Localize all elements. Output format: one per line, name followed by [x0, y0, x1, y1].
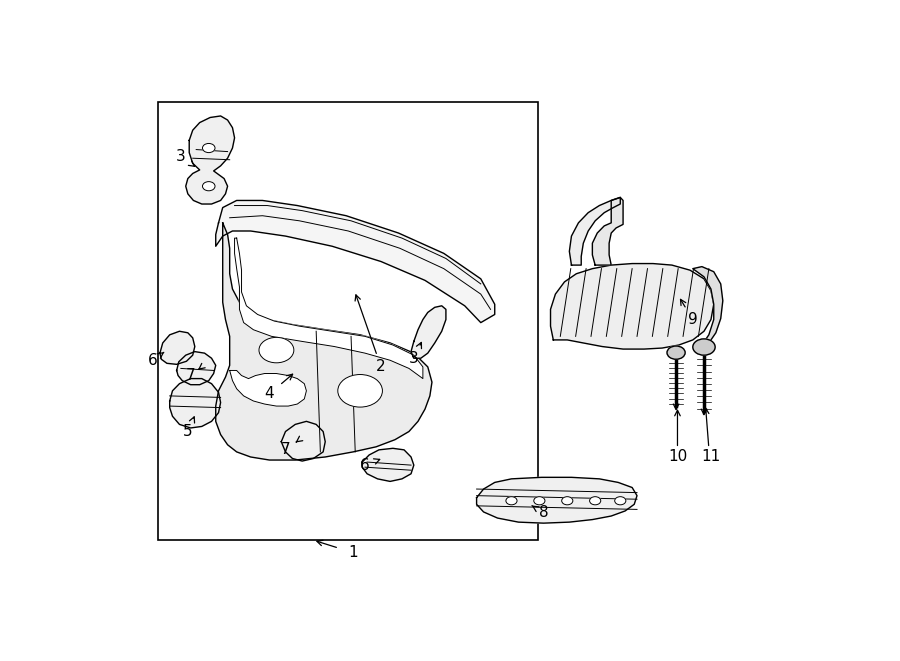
Text: 5: 5: [183, 424, 193, 439]
Polygon shape: [185, 116, 235, 204]
Text: 4: 4: [265, 387, 274, 401]
Bar: [158, 102, 538, 540]
Polygon shape: [235, 238, 423, 379]
Circle shape: [506, 496, 517, 505]
Polygon shape: [160, 331, 194, 364]
Polygon shape: [570, 198, 620, 265]
Text: 2: 2: [376, 360, 386, 374]
Circle shape: [259, 337, 293, 363]
Circle shape: [667, 346, 685, 359]
Polygon shape: [170, 379, 220, 428]
Polygon shape: [551, 264, 714, 349]
Text: 3: 3: [409, 351, 419, 366]
Circle shape: [534, 496, 545, 505]
Circle shape: [562, 496, 573, 505]
Polygon shape: [216, 200, 495, 323]
Text: 10: 10: [668, 449, 687, 465]
Polygon shape: [230, 370, 306, 406]
Text: 7: 7: [281, 442, 291, 457]
Text: 9: 9: [688, 312, 698, 327]
Text: 8: 8: [539, 506, 548, 520]
Circle shape: [615, 496, 626, 505]
Circle shape: [202, 182, 215, 191]
Polygon shape: [282, 421, 325, 461]
Polygon shape: [411, 306, 446, 358]
Text: 11: 11: [701, 449, 721, 465]
Polygon shape: [362, 448, 414, 481]
Text: 6: 6: [148, 353, 157, 368]
Circle shape: [202, 143, 215, 153]
Text: 3: 3: [176, 149, 185, 164]
Polygon shape: [477, 477, 637, 523]
Circle shape: [590, 496, 601, 505]
Text: 1: 1: [348, 545, 358, 560]
Polygon shape: [592, 198, 623, 265]
Text: 6: 6: [360, 457, 370, 473]
Polygon shape: [693, 266, 723, 348]
Circle shape: [338, 375, 382, 407]
Text: 7: 7: [185, 368, 195, 383]
Polygon shape: [216, 223, 432, 460]
Polygon shape: [176, 352, 216, 385]
Circle shape: [693, 339, 716, 355]
